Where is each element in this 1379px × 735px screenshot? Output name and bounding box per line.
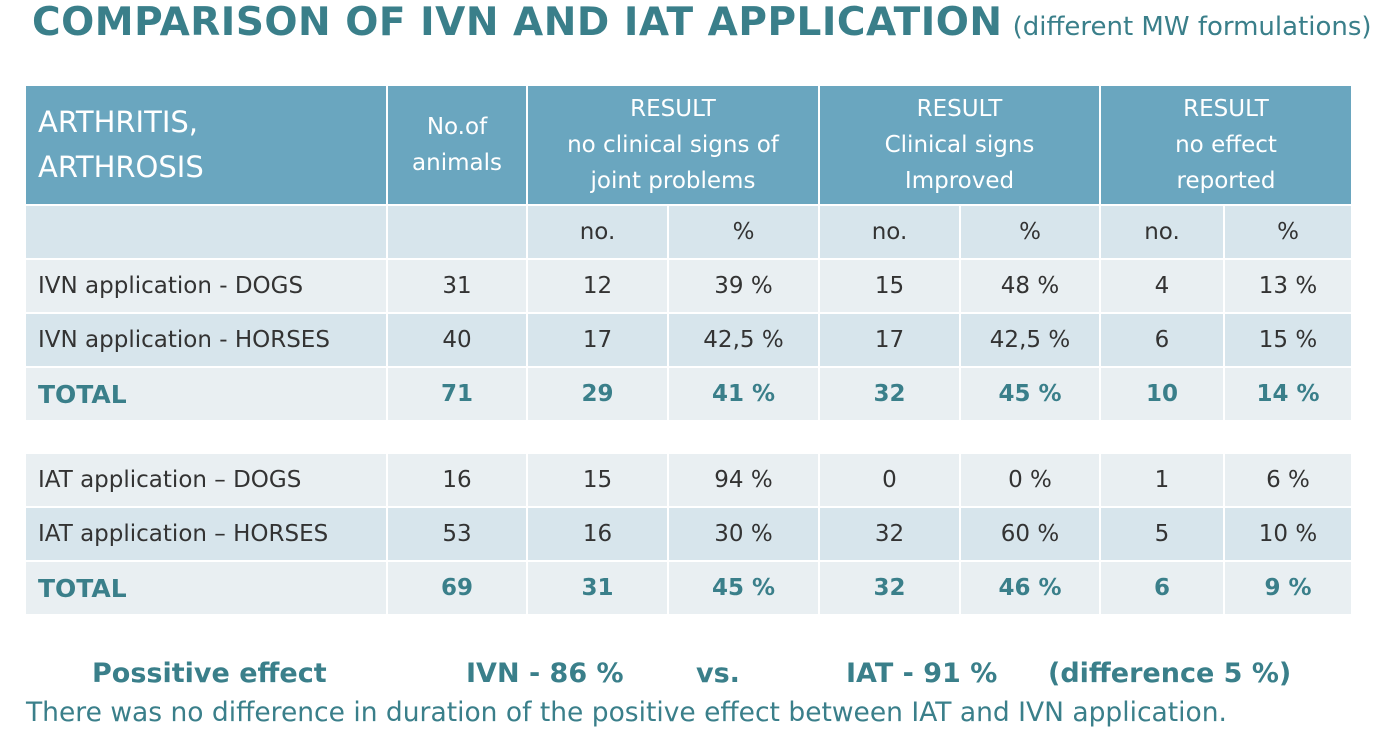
category-header: ARTHRITIS, ARTHROSIS bbox=[24, 84, 388, 206]
result3-line-3: reported bbox=[1176, 168, 1276, 194]
title-subtitle: (different MW formulations) bbox=[1012, 12, 1372, 42]
cell-r3-pct: 14 % bbox=[1223, 366, 1353, 422]
summary-iat: IAT - 91 % bbox=[846, 658, 998, 689]
cell-animals: 16 bbox=[386, 452, 528, 508]
summary-difference: (difference 5 %) bbox=[1048, 658, 1292, 689]
cell-r1-pct: 42,5 % bbox=[667, 312, 820, 368]
animals-header-line-2: animals bbox=[412, 150, 502, 176]
result-no-signs-header: RESULT no clinical signs of joint proble… bbox=[526, 84, 820, 206]
cell-r3-no: 5 bbox=[1099, 506, 1225, 562]
subheader-no: no. bbox=[1099, 204, 1225, 260]
total-row-iat: TOTAL 69 31 45 % 32 46 % 6 9 % bbox=[24, 560, 1353, 616]
cell-r3-pct: 13 % bbox=[1223, 258, 1353, 314]
header-row: ARTHRITIS, ARTHROSIS No.of animals RESUL… bbox=[24, 84, 1353, 206]
cell-r1-pct: 30 % bbox=[667, 506, 820, 562]
row-label: IVN application - DOGS bbox=[24, 258, 388, 314]
result2-line-2: Clinical signs bbox=[884, 132, 1035, 158]
summary-ivn: IVN - 86 % bbox=[466, 658, 624, 689]
subheader-no: no. bbox=[526, 204, 669, 260]
table-row: IVN application - HORSES 40 17 42,5 % 17… bbox=[24, 312, 1353, 368]
cell-r2-pct: 0 % bbox=[959, 452, 1101, 508]
cell-animals: 69 bbox=[386, 560, 528, 616]
cell-animals: 31 bbox=[386, 258, 528, 314]
result-no-effect-header: RESULT no effect reported bbox=[1099, 84, 1353, 206]
subheader-row: no. % no. % no. % bbox=[24, 204, 1353, 260]
cell-r3-no: 6 bbox=[1099, 312, 1225, 368]
subheader-empty-cell bbox=[24, 204, 388, 260]
row-label: IAT application – DOGS bbox=[24, 452, 388, 508]
title-main: COMPARISON OF IVN AND IAT APPLICATION bbox=[32, 0, 1003, 45]
animals-header-line-1: No.of bbox=[426, 114, 488, 140]
subheader-pct: % bbox=[959, 204, 1101, 260]
cell-r1-pct: 45 % bbox=[667, 560, 820, 616]
subheader-pct: % bbox=[667, 204, 820, 260]
cell-r2-no: 17 bbox=[818, 312, 961, 368]
cell-r3-pct: 10 % bbox=[1223, 506, 1353, 562]
cell-animals: 53 bbox=[386, 506, 528, 562]
total-label: TOTAL bbox=[24, 560, 388, 616]
animals-header: No.of animals bbox=[386, 84, 528, 206]
cell-r1-pct: 41 % bbox=[667, 366, 820, 422]
cell-r2-no: 32 bbox=[818, 560, 961, 616]
cell-r1-no: 12 bbox=[526, 258, 669, 314]
subheader-empty-cell bbox=[386, 204, 528, 260]
result1-line-1: RESULT bbox=[630, 96, 716, 122]
comparison-table: ARTHRITIS, ARTHROSIS No.of animals RESUL… bbox=[24, 84, 1353, 616]
cell-r2-no: 15 bbox=[818, 258, 961, 314]
cell-r1-pct: 94 % bbox=[667, 452, 820, 508]
cell-r2-pct: 46 % bbox=[959, 560, 1101, 616]
cell-r2-pct: 48 % bbox=[959, 258, 1101, 314]
cell-r1-no: 15 bbox=[526, 452, 669, 508]
result3-line-2: no effect bbox=[1175, 132, 1277, 158]
cell-r2-pct: 45 % bbox=[959, 366, 1101, 422]
page-title: COMPARISON OF IVN AND IAT APPLICATION (di… bbox=[32, 0, 1372, 45]
cell-r2-pct: 60 % bbox=[959, 506, 1101, 562]
subheader-pct: % bbox=[1223, 204, 1353, 260]
cell-r2-no: 0 bbox=[818, 452, 961, 508]
cell-r3-no: 10 bbox=[1099, 366, 1225, 422]
result2-line-1: RESULT bbox=[916, 96, 1003, 122]
cell-r1-no: 29 bbox=[526, 366, 669, 422]
cell-r3-no: 6 bbox=[1099, 560, 1225, 616]
cell-r3-pct: 9 % bbox=[1223, 560, 1353, 616]
category-line-2: ARTHROSIS bbox=[38, 150, 204, 184]
result1-line-3: joint problems bbox=[590, 168, 756, 194]
section-gap bbox=[24, 420, 1353, 454]
table-row: IAT application – DOGS 16 15 94 % 0 0 % … bbox=[24, 452, 1353, 508]
cell-r2-pct: 42,5 % bbox=[959, 312, 1101, 368]
row-label: IVN application - HORSES bbox=[24, 312, 388, 368]
cell-r1-no: 16 bbox=[526, 506, 669, 562]
cell-r3-pct: 6 % bbox=[1223, 452, 1353, 508]
subheader-no: no. bbox=[818, 204, 961, 260]
summary-label: Possitive effect bbox=[92, 658, 327, 689]
result1-line-2: no clinical signs of bbox=[567, 132, 779, 158]
category-line-1: ARTHRITIS, bbox=[38, 105, 198, 139]
cell-r3-no: 4 bbox=[1099, 258, 1225, 314]
cell-r2-no: 32 bbox=[818, 366, 961, 422]
cell-animals: 71 bbox=[386, 366, 528, 422]
gap-cell bbox=[24, 420, 1353, 454]
table-row: IAT application – HORSES 53 16 30 % 32 6… bbox=[24, 506, 1353, 562]
summary-vs: vs. bbox=[696, 658, 740, 689]
cell-r3-pct: 15 % bbox=[1223, 312, 1353, 368]
result-improved-header: RESULT Clinical signs Improved bbox=[818, 84, 1101, 206]
total-row-ivn: TOTAL 71 29 41 % 32 45 % 10 14 % bbox=[24, 366, 1353, 422]
cell-r1-no: 17 bbox=[526, 312, 669, 368]
cell-r3-no: 1 bbox=[1099, 452, 1225, 508]
result3-line-1: RESULT bbox=[1183, 96, 1269, 122]
row-label: IAT application – HORSES bbox=[24, 506, 388, 562]
table-row: IVN application - DOGS 31 12 39 % 15 48 … bbox=[24, 258, 1353, 314]
cell-animals: 40 bbox=[386, 312, 528, 368]
footnote: There was no difference in duration of t… bbox=[26, 697, 1227, 728]
cell-r1-pct: 39 % bbox=[667, 258, 820, 314]
cell-r1-no: 31 bbox=[526, 560, 669, 616]
cell-r2-no: 32 bbox=[818, 506, 961, 562]
result2-line-3: Improved bbox=[904, 168, 1015, 194]
total-label: TOTAL bbox=[24, 366, 388, 422]
